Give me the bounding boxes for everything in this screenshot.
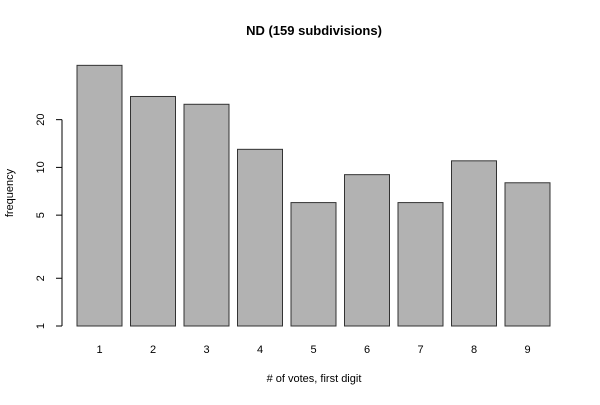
bar-9 [504,182,551,327]
x-tick-label: 8 [471,344,477,356]
bars-layer [76,64,551,327]
chart-title: ND (159 subdivisions) [246,23,382,38]
y-tick-label: 20 [35,114,47,126]
x-tick-label: 4 [257,344,263,356]
bar-5 [290,202,337,327]
y-axis-label: frequency [4,168,16,217]
bar-6 [344,174,390,327]
bar-1 [76,64,123,327]
x-tick-label: 3 [203,344,209,356]
y-tick-label: 10 [35,161,47,173]
x-tick-label: 9 [524,344,530,356]
x-tick-label: 7 [417,344,423,356]
x-axis-label: # of votes, first digit [267,373,362,385]
y-axis: 1 2 5 10 20 [35,114,63,329]
x-tick-label: 6 [364,344,370,356]
y-tick-label: 1 [35,323,47,329]
bar-7 [397,202,444,327]
bar-3 [183,103,230,327]
y-tick-label: 5 [35,212,47,218]
y-tick-label: 2 [35,275,47,281]
x-tick-label: 2 [150,344,156,356]
bar-8 [451,160,497,327]
bar-4 [237,148,283,327]
x-tick-label: 1 [96,344,102,356]
x-axis: 1 2 3 4 5 6 7 8 9 [96,344,530,356]
x-tick-label: 5 [310,344,316,356]
bar-2 [130,95,176,327]
